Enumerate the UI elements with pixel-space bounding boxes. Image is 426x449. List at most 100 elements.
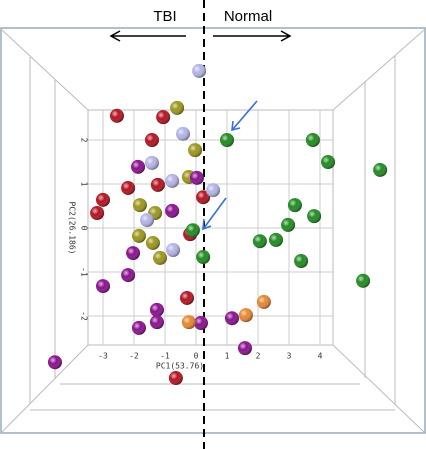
sphere-shade	[109, 108, 124, 123]
point	[196, 250, 211, 265]
x-tick-label: 4	[318, 352, 323, 361]
sphere-shade	[153, 250, 168, 265]
point	[131, 228, 146, 243]
sphere-shade	[149, 315, 164, 330]
point	[180, 290, 195, 305]
point	[373, 162, 388, 177]
sphere-shade	[268, 232, 283, 247]
sphere-shade	[140, 213, 155, 228]
sphere-shade	[192, 63, 207, 78]
point	[193, 316, 208, 331]
sphere-shade	[307, 209, 322, 224]
point	[96, 192, 110, 207]
point	[188, 143, 203, 158]
sphere-shade	[220, 133, 234, 147]
point	[131, 159, 146, 174]
x-tick-label: 2	[256, 352, 261, 361]
point	[206, 183, 221, 198]
sphere-shade	[188, 143, 203, 158]
sphere-shade	[196, 190, 211, 205]
sphere-shade	[281, 217, 296, 232]
sphere-shade	[193, 316, 208, 331]
point	[192, 63, 207, 78]
point	[132, 198, 147, 213]
direction-arrows	[109, 30, 292, 42]
x-axis-label: PC1(53.76)	[156, 362, 204, 371]
sphere-shade	[185, 223, 200, 238]
point	[153, 250, 168, 265]
sphere-shade	[150, 177, 165, 192]
sphere-shade	[305, 133, 320, 147]
sphere-shade	[96, 279, 110, 294]
sphere-shade	[165, 173, 180, 188]
point	[196, 190, 211, 205]
x-tick-label: -3	[98, 352, 108, 361]
point	[149, 302, 164, 317]
point	[185, 223, 200, 238]
sphere-shade	[373, 162, 388, 177]
group-label: TBI	[153, 8, 176, 25]
sphere-shade	[132, 198, 147, 213]
sphere-shade	[144, 133, 159, 147]
y-axis-label: PC2(26.186)	[68, 202, 77, 255]
sphere-shade	[165, 203, 180, 218]
group-label: Normal	[224, 8, 272, 25]
sphere-shade	[321, 155, 336, 169]
point	[238, 308, 253, 323]
sphere-shade	[237, 341, 252, 356]
y-tick-label: -1	[80, 267, 89, 277]
x-tick-label: -1	[160, 352, 170, 361]
point	[220, 133, 234, 147]
sphere-shade	[47, 355, 62, 370]
y-tick-label: -2	[80, 311, 89, 321]
point	[166, 243, 181, 257]
sphere-shade	[145, 235, 160, 250]
point	[268, 232, 283, 247]
sphere-shade	[196, 250, 211, 265]
point	[156, 110, 171, 125]
sphere-shade	[287, 198, 302, 213]
point	[189, 170, 204, 185]
sphere-shade	[96, 192, 110, 207]
point	[356, 273, 371, 288]
sphere-shade	[168, 371, 183, 386]
sphere-shade	[206, 183, 221, 198]
sphere-shade	[189, 170, 204, 185]
y-tick-label: 0	[80, 226, 89, 231]
x-tick-label: 1	[225, 352, 230, 361]
sphere-shade	[175, 126, 190, 141]
point	[307, 209, 322, 224]
sphere-shade	[224, 311, 239, 326]
point	[47, 355, 62, 370]
x-tick-label: 0	[194, 352, 199, 361]
sphere-shade	[131, 320, 146, 335]
point	[109, 108, 124, 123]
sphere-shade	[149, 302, 164, 317]
x-tick-label: -2	[129, 352, 139, 361]
point	[305, 133, 320, 147]
sphere-shade	[181, 315, 196, 330]
point	[150, 177, 165, 192]
point	[170, 100, 185, 115]
point	[144, 133, 159, 147]
sphere-shade	[256, 294, 271, 309]
point	[224, 311, 239, 326]
sphere-shade	[144, 155, 159, 170]
point	[140, 213, 155, 228]
y-tick-label: 2	[80, 138, 89, 143]
sphere-shade	[90, 206, 105, 221]
sphere-shade	[238, 308, 253, 323]
sphere-shade	[156, 110, 171, 125]
point	[321, 155, 336, 169]
point	[149, 315, 164, 330]
box-frame	[0, 27, 426, 434]
point	[121, 180, 136, 195]
point	[96, 279, 110, 294]
point	[165, 203, 180, 218]
sphere-shade	[170, 100, 185, 115]
sphere-shade	[131, 159, 146, 174]
point	[126, 246, 141, 261]
sphere-shade	[131, 228, 146, 243]
point	[144, 155, 159, 170]
